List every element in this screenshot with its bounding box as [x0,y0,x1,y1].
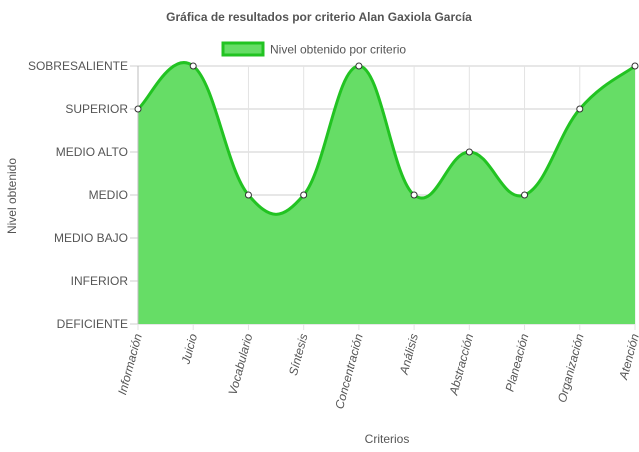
legend-label: Nivel obtenido por criterio [270,43,406,57]
x-tick-label: Información [115,332,145,396]
data-point-1[interactable] [134,105,142,113]
x-tick-label: Juicio [178,332,200,367]
data-point-10[interactable] [631,62,639,70]
data-point-9[interactable] [576,105,584,113]
x-tick-label: Abstracción [446,332,476,397]
data-point-2[interactable] [189,62,197,70]
data-point-5[interactable] [355,62,363,70]
data-point-4[interactable] [300,191,308,199]
y-axis: DEFICIENTE INFERIOR MEDIO BAJO MEDIO MEDIO A… [28,59,128,331]
data-point-8[interactable] [521,191,529,199]
y-tick-label: DEFICIENTE [57,317,128,331]
y-tick-label: MEDIO [89,188,128,202]
x-tick-label: Síntesis [286,332,311,377]
legend-swatch [221,41,265,57]
data-point-7[interactable] [465,148,473,156]
series-area [138,62,635,325]
x-axis: Información Juicio Vocabulario Síntesis Conc… [115,332,639,411]
y-axis-title: Nivel obtenido [5,158,19,234]
data-point-6[interactable] [410,191,418,199]
x-axis-title: Criterios [365,432,410,446]
data-point-3[interactable] [244,191,252,199]
x-tick-label: Concentración [332,332,366,411]
series [134,61,639,325]
x-tick-label: Vocabulario [226,332,256,397]
y-tick-label: INFERIOR [71,274,129,288]
y-tick-label: SOBRESALIENTE [28,59,128,73]
series-line [136,61,636,216]
legend[interactable]: Nivel obtenido por criterio [221,41,406,57]
chart-title: Gráfica de resultados por criterio Alan … [166,10,472,24]
x-tick-label: Organización [555,332,587,404]
y-tick-label: MEDIO ALTO [56,145,128,159]
y-tick-label: SUPERIOR [65,102,128,116]
x-tick-label: Planeación [503,332,532,393]
y-tick-label: MEDIO BAJO [54,231,128,245]
x-tick-label: Atención [616,332,639,382]
x-tick-label: Análisis [397,332,421,377]
